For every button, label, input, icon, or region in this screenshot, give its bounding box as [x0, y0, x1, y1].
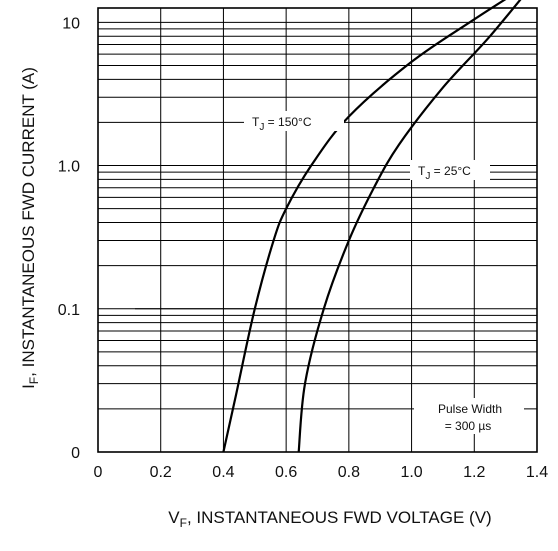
x-tick-label-3: 0.6: [275, 464, 297, 481]
series-labels: TJ = 150°C TJ = 25°C: [244, 111, 490, 182]
y-tick-label-1: 0.1: [58, 302, 80, 319]
plot-area-frame: [97, 7, 538, 453]
y-tick-label-2: 1.0: [58, 159, 80, 176]
y-tick-label-0: 0: [71, 445, 80, 462]
grid-lines: [97, 8, 538, 453]
x-tick-label-4: 0.8: [338, 464, 360, 481]
curve-series-0: [222, 0, 507, 453]
pulse-width-annotation: Pulse Width = 300 µs: [414, 398, 524, 434]
x-tick-label-7: 1.4: [526, 464, 548, 481]
curves: [222, 0, 522, 453]
pulse-width-bg: [414, 398, 524, 434]
pulse-width-line1: Pulse Width: [438, 402, 502, 416]
y-axis-title: IF, INSTANTANEOUS FWD CURRENT (A): [19, 67, 41, 389]
series-label-25: TJ = 25°C: [418, 164, 471, 182]
tick-labels: 0 0.2 0.4 0.6 0.8 1.0 1.2 1.4 0 0.1 1.0 10: [58, 15, 548, 481]
series-label-25-bg: [410, 160, 490, 180]
series-label-150: TJ = 150°C: [252, 115, 312, 133]
x-axis-title: VF, INSTANTANEOUS FWD VOLTAGE (V): [168, 508, 491, 530]
x-tick-label-2: 0.4: [212, 464, 234, 481]
series-label-150-bg: [244, 111, 344, 131]
x-tick-label-1: 0.2: [150, 464, 172, 481]
x-tick-label-5: 1.0: [400, 464, 422, 481]
x-tick-label-6: 1.2: [463, 464, 485, 481]
x-tick-label-0: 0: [94, 464, 103, 481]
pulse-width-line2: = 300 µs: [445, 419, 492, 433]
y-tick-label-3: 10: [62, 15, 80, 32]
curve-series-1: [297, 0, 522, 453]
